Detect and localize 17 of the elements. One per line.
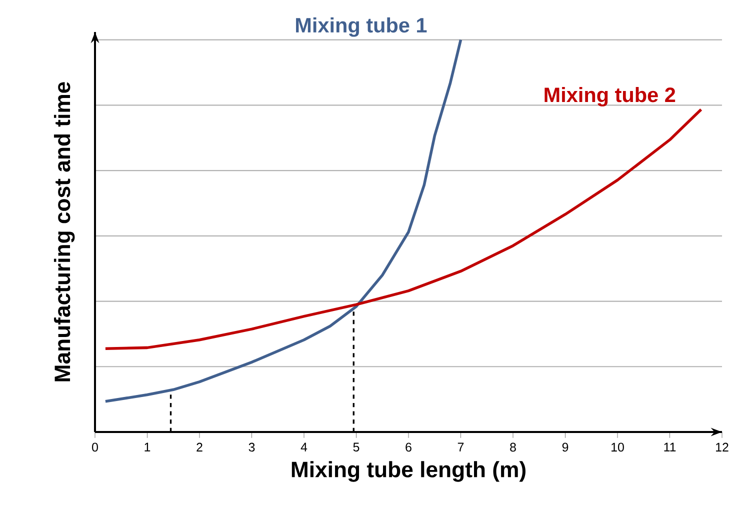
x-tick-label: 4 — [300, 442, 308, 452]
x-axis-title: Mixing tube length (m) — [292, 461, 526, 482]
x-tick-label: 3 — [248, 442, 255, 452]
series-label: Mixing tube 2 — [544, 86, 676, 106]
x-tick-label: 1 — [144, 442, 150, 452]
x-tick-label: 6 — [406, 442, 412, 452]
x-tick-label: 5 — [353, 442, 360, 452]
x-tick-label: 8 — [510, 442, 516, 452]
x-tick-label: 2 — [196, 442, 202, 452]
x-tick-label: 12 — [716, 442, 728, 452]
x-tick-label: 11 — [664, 442, 676, 452]
series-label: Mixing tube 1 — [296, 17, 427, 37]
x-tick-label: 9 — [562, 442, 568, 452]
x-tick-label: 7 — [458, 442, 464, 452]
x-tick-label: 10 — [612, 442, 624, 452]
x-tick-label: 0 — [92, 442, 98, 452]
y-axis-title: Manufacturing cost and time — [54, 82, 75, 382]
